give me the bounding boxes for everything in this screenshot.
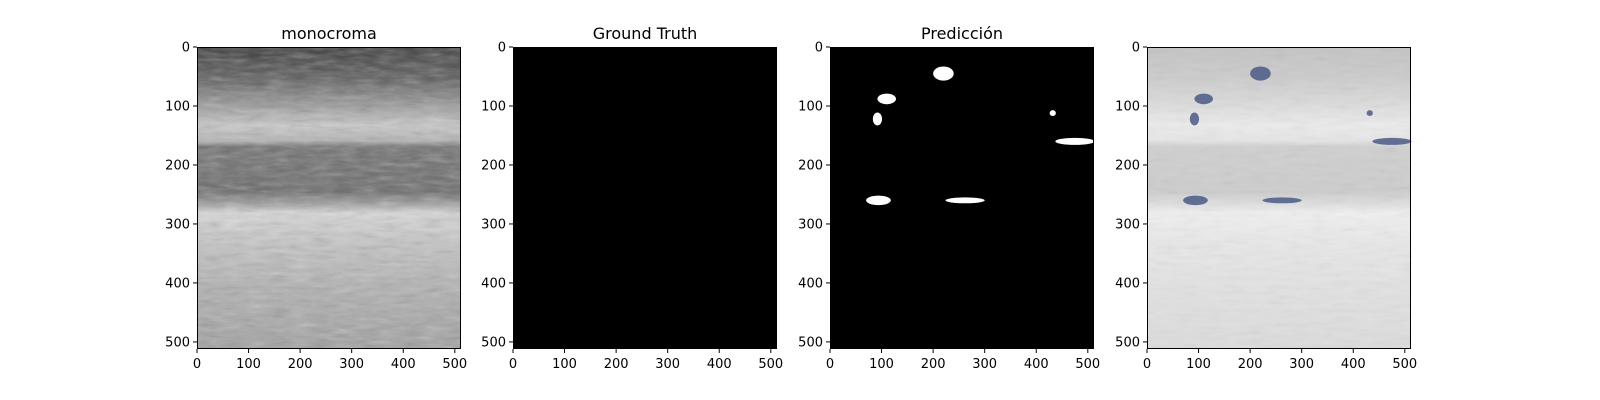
y-tick-label: 100 bbox=[165, 99, 190, 114]
x-tick-label: 0 bbox=[826, 357, 834, 372]
y-tick-label: 500 bbox=[165, 335, 190, 350]
ground-truth-mask bbox=[513, 47, 777, 349]
panel-title: monocroma bbox=[281, 24, 377, 43]
x-tick-label: 500 bbox=[758, 357, 783, 372]
panel-frame bbox=[197, 47, 461, 349]
x-tick-label: 500 bbox=[1392, 357, 1417, 372]
prediction-blob-1 bbox=[933, 66, 954, 81]
overlay-blob-6 bbox=[1183, 195, 1208, 206]
overlay-blob-4 bbox=[1366, 110, 1373, 117]
x-tick-label: 100 bbox=[236, 357, 261, 372]
x-tick-label: 500 bbox=[1075, 357, 1100, 372]
x-tick-label: 200 bbox=[288, 357, 313, 372]
ultrasound-speckle bbox=[197, 47, 461, 349]
x-tick-label: 300 bbox=[339, 357, 364, 372]
y-tick-label: 200 bbox=[1115, 158, 1140, 173]
prediction-blob-5 bbox=[1055, 137, 1095, 145]
prediction-blob-4 bbox=[1049, 110, 1056, 117]
y-tick-label: 400 bbox=[165, 276, 190, 291]
y-tick-label: 0 bbox=[498, 41, 506, 56]
x-tick-label: 200 bbox=[1238, 357, 1263, 372]
prediction-blob-6 bbox=[866, 195, 891, 206]
y-tick-label: 200 bbox=[165, 158, 190, 173]
x-tick-label: 0 bbox=[1143, 357, 1151, 372]
prediction-blob-2 bbox=[877, 93, 896, 105]
y-tick-label: 100 bbox=[481, 99, 506, 114]
x-tick-label: 300 bbox=[655, 357, 680, 372]
y-tick-label: 400 bbox=[798, 276, 823, 291]
y-tick-label: 0 bbox=[1132, 41, 1140, 56]
panel-frame bbox=[830, 47, 1094, 349]
overlay-blob-7 bbox=[1262, 197, 1302, 204]
x-tick-label: 400 bbox=[1341, 357, 1366, 372]
x-tick-label: 200 bbox=[604, 357, 629, 372]
x-tick-label: 0 bbox=[509, 357, 517, 372]
y-tick-label: 500 bbox=[1115, 335, 1140, 350]
y-tick-label: 300 bbox=[481, 217, 506, 232]
y-tick-label: 0 bbox=[815, 41, 823, 56]
x-tick-label: 0 bbox=[193, 357, 201, 372]
prediction-blob-3 bbox=[872, 112, 883, 126]
y-tick-label: 500 bbox=[481, 335, 506, 350]
panel-frame bbox=[1147, 47, 1411, 349]
x-tick-label: 100 bbox=[869, 357, 894, 372]
overlay-blob-2 bbox=[1194, 93, 1213, 105]
y-tick-label: 200 bbox=[798, 158, 823, 173]
y-tick-label: 0 bbox=[182, 41, 190, 56]
x-tick-label: 300 bbox=[972, 357, 997, 372]
x-tick-label: 500 bbox=[442, 357, 467, 372]
prediction-blob-7 bbox=[945, 197, 985, 204]
y-tick-label: 300 bbox=[798, 217, 823, 232]
x-tick-label: 400 bbox=[1024, 357, 1049, 372]
y-tick-label: 300 bbox=[1115, 217, 1140, 232]
overlay-blob-1 bbox=[1250, 66, 1271, 81]
panel-title: Predicción bbox=[921, 24, 1003, 43]
overlay-blob-3 bbox=[1189, 112, 1200, 126]
y-tick-label: 200 bbox=[481, 158, 506, 173]
x-tick-label: 300 bbox=[1289, 357, 1314, 372]
y-tick-label: 100 bbox=[1115, 99, 1140, 114]
x-tick-label: 400 bbox=[707, 357, 732, 372]
x-tick-label: 200 bbox=[921, 357, 946, 372]
y-tick-label: 400 bbox=[481, 276, 506, 291]
overlay-blob-5 bbox=[1372, 137, 1412, 145]
y-tick-label: 100 bbox=[798, 99, 823, 114]
y-tick-label: 500 bbox=[798, 335, 823, 350]
x-tick-label: 400 bbox=[391, 357, 416, 372]
x-tick-label: 100 bbox=[552, 357, 577, 372]
y-tick-label: 400 bbox=[1115, 276, 1140, 291]
x-tick-label: 100 bbox=[1186, 357, 1211, 372]
y-tick-label: 300 bbox=[165, 217, 190, 232]
panel-frame bbox=[513, 47, 777, 349]
panel-title: Ground Truth bbox=[593, 24, 698, 43]
